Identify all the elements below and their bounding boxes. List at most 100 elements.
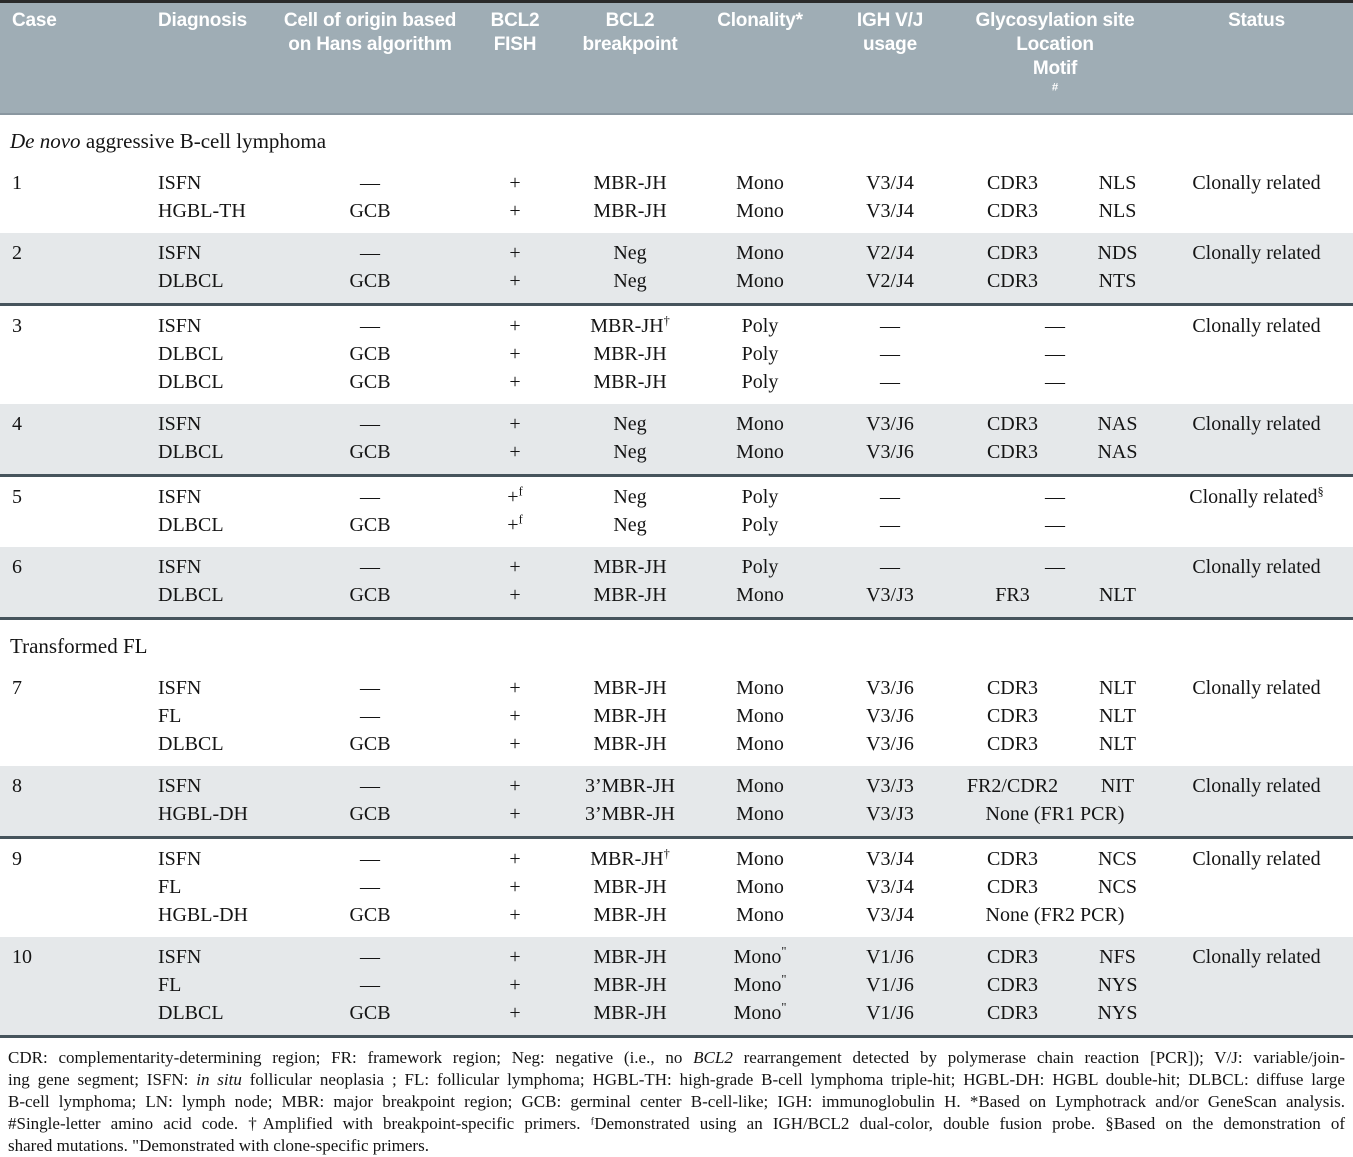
- status-value: Clonally related: [1192, 946, 1321, 968]
- origin-value: GCB: [349, 200, 391, 222]
- footnote-text: follicular neoplasia ; FL: follicular ly…: [241, 1070, 1345, 1089]
- table-row: 6 ISFN — + MBR-JH Poly — — Clonally related: [0, 553, 1353, 581]
- glycosylation-motif-value: NIT: [1100, 775, 1135, 797]
- case-number: 6: [12, 556, 22, 578]
- igh-vj-usage-cell: —: [830, 340, 950, 368]
- case-group-5: 5 ISFN — +f Neg Poly — — Clonally related§ DLBCL G…: [0, 477, 1353, 547]
- status-cell: Clonally related: [1160, 312, 1353, 340]
- table-row: 9 ISFN — + MBR-JH† Mono V3/J4 CDR3 NCS Clonally r…: [0, 845, 1353, 873]
- diagnosis-cell: ISFN: [140, 239, 280, 267]
- table-row: DLBCL GCB + Neg Mono V2/J4 CDR3 NTS: [0, 267, 1353, 295]
- igh-vj-usage-cell: V3/J4: [830, 845, 950, 873]
- status-cell: [1160, 438, 1353, 466]
- igh-vj-usage-cell: V2/J4: [830, 239, 950, 267]
- igh-vj-usage-cell: —: [830, 368, 950, 396]
- col-header-clonality: Clonality*: [690, 9, 830, 33]
- bcl2-fish-cell: +: [460, 312, 570, 340]
- glycosylation-location-cell: CDR3: [950, 943, 1075, 971]
- clonality-cell: Mono": [690, 971, 830, 999]
- igh-value: V3/J3: [866, 775, 914, 797]
- glycosylation-motif-value: NFS: [1099, 946, 1136, 968]
- col-header-bp-line1: BCL2: [605, 10, 655, 31]
- glycosylation-location-value: CDR3: [986, 974, 1039, 996]
- bcl2-fish-cell: +: [460, 730, 570, 758]
- glycosylation-location-cell: CDR3: [950, 845, 1075, 873]
- cell-of-origin-cell: GCB: [280, 581, 460, 609]
- diagnosis-cell: ISFN: [140, 845, 280, 873]
- status-cell: [1160, 730, 1353, 758]
- bcl2-fish-cell: +: [460, 702, 570, 730]
- fish-value: +: [509, 803, 521, 825]
- glycosylation-span-cell: —: [950, 483, 1160, 511]
- bcl2-breakpoint-cell: MBR-JH†: [570, 845, 690, 873]
- col-header-origin-line2: on Hans algorithm: [288, 34, 452, 55]
- igh-value: —: [880, 343, 900, 365]
- glycosylation-location-value: FR3: [995, 584, 1030, 606]
- status-cell: Clonally related: [1160, 553, 1353, 581]
- case-number-cell: [0, 730, 140, 758]
- cell-of-origin-cell: —: [280, 943, 460, 971]
- col-header-igh-line2: usage: [863, 34, 917, 55]
- igh-vj-usage-cell: —: [830, 312, 950, 340]
- bcl2-breakpoint-cell: MBR-JH: [570, 873, 690, 901]
- glycosylation-location-cell: CDR3: [950, 197, 1075, 225]
- clonality-value: Mono: [736, 876, 784, 898]
- breakpoint-value: MBR-JH: [593, 371, 667, 393]
- glycosylation-motif-cell: NDS: [1075, 239, 1160, 267]
- clonality-value: Poly: [741, 514, 779, 536]
- glycosylation-motif-value: NYS: [1097, 974, 1138, 996]
- table-row: DLBCL GCB + MBR-JH Poly — —: [0, 368, 1353, 396]
- glycosylation-span-value: —: [1045, 514, 1065, 536]
- fish-value: +: [509, 677, 521, 699]
- glycosylation-span-value: None (FR2 PCR): [985, 904, 1125, 926]
- diagnosis-value: ISFN: [158, 946, 202, 968]
- status-value: Clonally related: [1192, 315, 1321, 337]
- case-group-6: 6 ISFN — + MBR-JH Poly — — Clonally related DLBCL…: [0, 547, 1353, 620]
- glycosylation-motif-value: NLT: [1098, 705, 1137, 727]
- clonality-value: Mono: [736, 413, 784, 435]
- glycosylation-span-value: —: [1045, 343, 1065, 365]
- fish-value: +: [509, 848, 521, 870]
- clonality-superscript: ": [781, 944, 787, 959]
- status-cell: [1160, 340, 1353, 368]
- bcl2-breakpoint-cell: MBR-JH: [570, 730, 690, 758]
- igh-value: V3/J4: [866, 172, 914, 194]
- breakpoint-value: 3’MBR-JH: [584, 775, 675, 797]
- case-number: 10: [12, 946, 32, 968]
- bcl2-fish-cell: +: [460, 197, 570, 225]
- cell-of-origin-cell: —: [280, 674, 460, 702]
- breakpoint-value: Neg: [613, 486, 647, 508]
- table-row: 3 ISFN — + MBR-JH† Poly — — Clonally related: [0, 312, 1353, 340]
- fish-value: +: [509, 315, 521, 337]
- igh-value: V3/J6: [866, 677, 914, 699]
- origin-value: —: [360, 705, 380, 727]
- igh-value: —: [880, 486, 900, 508]
- col-header-case-label: Case: [12, 10, 57, 31]
- clonality-cell: Mono: [690, 410, 830, 438]
- cell-of-origin-cell: GCB: [280, 901, 460, 929]
- footnote-text: BCL2: [693, 1048, 733, 1067]
- clonality-value: Mono: [736, 200, 784, 222]
- col-header-glyco-motif-label: Motif: [1032, 58, 1078, 79]
- fish-value: +: [509, 441, 521, 463]
- diagnosis-value: DLBCL: [158, 270, 224, 292]
- cell-of-origin-cell: —: [280, 845, 460, 873]
- clonality-cell: Mono: [690, 702, 830, 730]
- clonality-value: Poly: [741, 371, 779, 393]
- igh-vj-usage-cell: V3/J4: [830, 901, 950, 929]
- clonality-cell: Mono: [690, 169, 830, 197]
- bcl2-fish-cell: +: [460, 581, 570, 609]
- case-number-cell: [0, 438, 140, 466]
- clonality-cell: Mono: [690, 581, 830, 609]
- clonality-value: Mono: [736, 270, 784, 292]
- igh-vj-usage-cell: V3/J4: [830, 873, 950, 901]
- clonality-cell: Mono: [690, 800, 830, 828]
- igh-value: V1/J6: [866, 974, 914, 996]
- fish-value: +: [509, 946, 521, 968]
- case-number: 1: [12, 172, 22, 194]
- igh-value: V3/J4: [866, 200, 914, 222]
- bcl2-breakpoint-cell: Neg: [570, 239, 690, 267]
- diagnosis-value: DLBCL: [158, 584, 224, 606]
- case-number: 8: [12, 775, 22, 797]
- igh-value: —: [880, 371, 900, 393]
